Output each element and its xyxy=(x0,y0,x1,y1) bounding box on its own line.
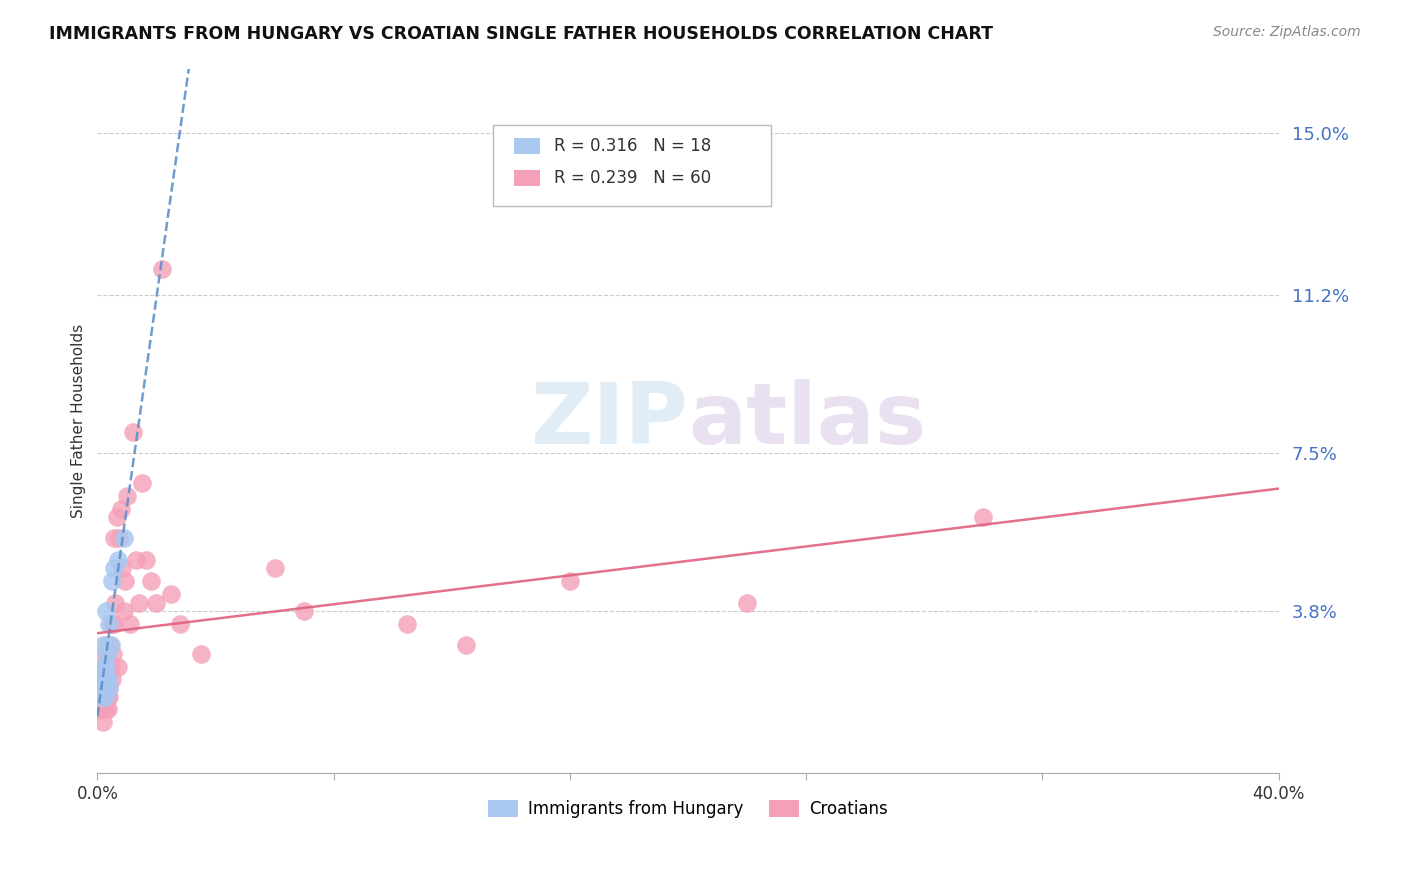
Point xyxy=(107,659,129,673)
Point xyxy=(94,659,117,673)
Point xyxy=(101,574,124,589)
Point xyxy=(456,638,478,652)
Point xyxy=(96,702,118,716)
Point xyxy=(90,659,112,673)
Point xyxy=(91,681,114,695)
Point xyxy=(111,561,134,575)
Point xyxy=(103,532,125,546)
Point xyxy=(972,510,994,524)
Text: R = 0.316   N = 18: R = 0.316 N = 18 xyxy=(554,137,711,155)
Point xyxy=(396,616,419,631)
Point xyxy=(91,659,114,673)
Point xyxy=(89,690,111,704)
Point xyxy=(139,574,162,589)
Point xyxy=(100,616,122,631)
Point xyxy=(90,690,112,704)
Point xyxy=(263,561,285,575)
Point xyxy=(93,681,115,695)
Point xyxy=(160,587,183,601)
FancyBboxPatch shape xyxy=(494,125,770,206)
Point xyxy=(98,616,121,631)
Point xyxy=(94,659,117,673)
Point xyxy=(104,595,127,609)
Point xyxy=(97,659,120,673)
Point xyxy=(125,553,148,567)
Point xyxy=(108,532,131,546)
Point xyxy=(90,690,112,704)
Point xyxy=(96,604,118,618)
Point xyxy=(93,647,115,661)
Point xyxy=(89,681,111,695)
Point xyxy=(97,681,120,695)
Point xyxy=(90,673,112,687)
Point xyxy=(558,574,581,589)
Point xyxy=(101,647,124,661)
Point xyxy=(190,647,212,661)
Point xyxy=(115,489,138,503)
Point xyxy=(150,262,173,277)
Point xyxy=(101,673,124,687)
Point xyxy=(292,604,315,618)
Point xyxy=(145,595,167,609)
Point xyxy=(91,638,114,652)
Point xyxy=(107,553,129,567)
Point xyxy=(110,501,132,516)
Text: IMMIGRANTS FROM HUNGARY VS CROATIAN SINGLE FATHER HOUSEHOLDS CORRELATION CHART: IMMIGRANTS FROM HUNGARY VS CROATIAN SING… xyxy=(49,25,993,43)
Point xyxy=(93,690,115,704)
Point xyxy=(118,616,141,631)
Point xyxy=(96,638,118,652)
Point xyxy=(169,616,191,631)
Point xyxy=(98,638,121,652)
Text: ZIP: ZIP xyxy=(530,379,688,462)
Point xyxy=(100,638,122,652)
Point xyxy=(98,681,121,695)
Point xyxy=(96,690,118,704)
Point xyxy=(89,702,111,716)
Point xyxy=(96,673,118,687)
Point xyxy=(112,604,135,618)
Point xyxy=(90,681,112,695)
Point xyxy=(96,647,118,661)
Point xyxy=(131,475,153,490)
Point xyxy=(97,673,120,687)
Point xyxy=(89,673,111,687)
Point xyxy=(103,616,125,631)
Point xyxy=(91,690,114,704)
Point xyxy=(105,510,128,524)
Point xyxy=(91,702,114,716)
Point xyxy=(97,690,120,704)
Point xyxy=(121,425,143,439)
Point xyxy=(114,574,136,589)
Point xyxy=(735,595,758,609)
Point xyxy=(135,553,157,567)
FancyBboxPatch shape xyxy=(515,170,540,186)
Point xyxy=(112,532,135,546)
Point xyxy=(94,690,117,704)
Point xyxy=(93,702,115,716)
Legend: Immigrants from Hungary, Croatians: Immigrants from Hungary, Croatians xyxy=(482,794,894,825)
Text: atlas: atlas xyxy=(688,379,927,462)
Point xyxy=(93,673,115,687)
Y-axis label: Single Father Households: Single Father Households xyxy=(72,324,86,518)
Point xyxy=(91,715,114,730)
Point xyxy=(103,561,125,575)
Point xyxy=(97,673,120,687)
Point xyxy=(100,659,122,673)
Point xyxy=(97,702,120,716)
Point xyxy=(93,673,115,687)
Text: R = 0.239   N = 60: R = 0.239 N = 60 xyxy=(554,169,711,186)
Point xyxy=(128,595,150,609)
Text: Source: ZipAtlas.com: Source: ZipAtlas.com xyxy=(1213,25,1361,39)
FancyBboxPatch shape xyxy=(515,138,540,153)
